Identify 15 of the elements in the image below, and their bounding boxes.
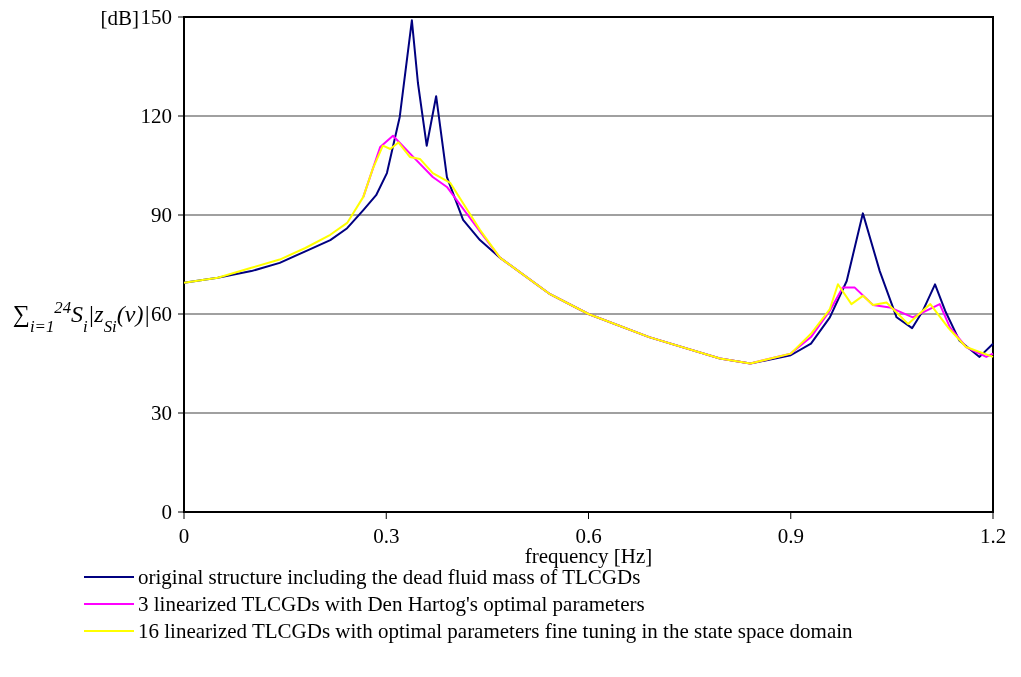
x-tick-label: 0 [178, 524, 190, 548]
legend-label: 16 linearized TLCGDs with optimal parameters fine tuning in the state space domain [138, 619, 854, 644]
y-tick-label: 60 [151, 302, 172, 327]
y-axis-title: ∑$_{i=1}$$^{24}$S$_{i}$|z$_{Si}$(ν)| [12, 297, 150, 336]
y-tick-label: 90 [151, 203, 172, 228]
line-series [183, 141, 994, 365]
text: [dB] [100, 6, 139, 30]
legend-label: 3 linearized TLCGDs with Den Hartog's optimal parameters [138, 592, 645, 617]
y-tick-label: 150 [140, 5, 172, 30]
x-tick-label: 1.2 [979, 524, 1007, 548]
y-tick-label: 120 [140, 104, 172, 129]
x-tick-label: 0.3 [373, 524, 400, 548]
y-tick-label: 30 [151, 401, 172, 426]
y-tick-label: 0 [161, 500, 172, 525]
x-tick-label: 0.9 [777, 524, 804, 548]
